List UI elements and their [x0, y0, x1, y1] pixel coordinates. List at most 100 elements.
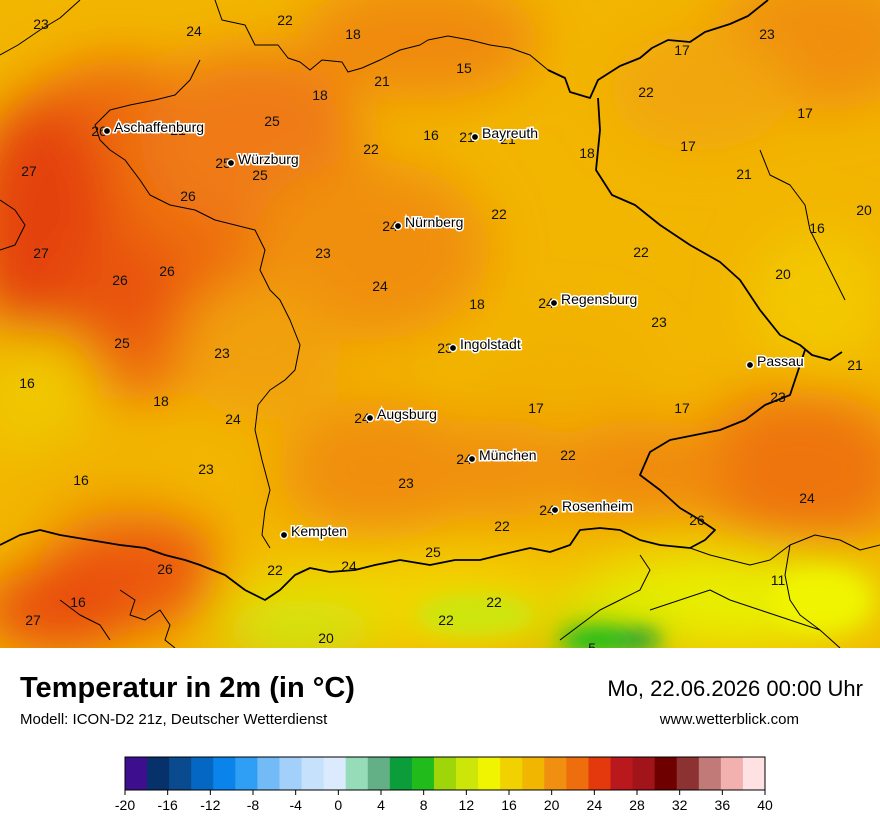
city-dot	[470, 132, 480, 142]
grid-temperature-label: 26	[157, 561, 173, 577]
grid-temperature-label: 26	[112, 272, 128, 288]
grid-temperature-label: 16	[70, 594, 86, 610]
grid-temperature-label: 22	[486, 594, 502, 610]
grid-temperature-label: 22	[491, 206, 507, 222]
city-marker: 24 München	[456, 446, 538, 468]
legend-tick-label: -12	[200, 797, 220, 813]
grid-temperature-label: 23	[214, 345, 230, 361]
city-temperature-label: 24	[539, 502, 555, 518]
grid-temperature-label: 24	[799, 490, 815, 506]
legend-tick-label: 12	[459, 797, 475, 813]
legend-color-swatch	[433, 757, 457, 790]
grid-temperature-label: 26	[159, 263, 175, 279]
city-name-label: Nürnberg	[405, 214, 463, 230]
grid-temperature-label: 17	[674, 42, 690, 58]
grid-temperature-label: 18	[345, 26, 361, 42]
legend-color-swatch	[389, 757, 413, 790]
legend-tick-label: -4	[289, 797, 302, 813]
city-marker: 23 Ingolstadt	[437, 335, 522, 357]
grid-temperature-label: 21	[170, 122, 186, 138]
legend-color-swatch	[235, 757, 258, 790]
city-marker: 24 Regensburg	[538, 290, 639, 312]
legend-tick-label: 40	[757, 797, 773, 813]
grid-temperature-label: 22	[267, 562, 283, 578]
legend-color-swatch	[367, 757, 391, 790]
legend-color-swatch	[279, 757, 303, 790]
grid-temperature-label: 18	[469, 296, 485, 312]
city-dot	[467, 454, 477, 464]
city-name-label: Würzburg	[238, 151, 299, 167]
temperature-map: 23 24 22 18 21 15 17 23 22 17 18 25 21 16 22 21 18 17 21 27…	[0, 0, 880, 648]
city-dot	[550, 505, 560, 515]
grid-temperature-label: 21	[736, 166, 752, 182]
grid-temperature-label: 20	[856, 202, 872, 218]
grid-temperature-label: 17	[797, 105, 813, 121]
legend-tick-label: 32	[672, 797, 688, 813]
grid-temperature-label: 22	[494, 518, 510, 534]
grid-temperature-label: 17	[680, 138, 696, 154]
city-marker: 25 Würzburg	[215, 150, 300, 172]
legend-tick-label: -8	[247, 797, 260, 813]
state-border-west	[214, 0, 549, 73]
legend-tick-label: 16	[501, 797, 517, 813]
website-link[interactable]: www.wetterblick.com	[659, 711, 799, 728]
legend-color-swatch	[588, 757, 612, 790]
city-temperature-label: 24	[354, 410, 370, 426]
legend-tick-label: 8	[420, 797, 428, 813]
grid-temperature-label: 25	[425, 544, 441, 560]
grid-temperature-label: 18	[312, 87, 328, 103]
city-temperature-label: 21	[459, 129, 475, 145]
grid-temperature-label: 18	[153, 393, 169, 409]
legend-color-swatch	[213, 757, 236, 790]
city-name-label: Regensburg	[561, 291, 637, 307]
grid-temperature-label: 24	[341, 558, 357, 574]
grid-temperature-label: 22	[363, 141, 379, 157]
grid-temperature-label: 25	[252, 167, 268, 183]
legend-color-swatch	[191, 757, 214, 790]
legend-color-swatch	[522, 757, 545, 790]
city-dot	[549, 298, 559, 308]
legend-color-swatch	[654, 757, 678, 790]
legend-color-swatch	[610, 757, 634, 790]
city-name-label: Passau	[757, 353, 804, 369]
city-dot	[279, 530, 289, 540]
grid-temperature-label: 22	[638, 84, 654, 100]
grid-temperature-label: 16	[423, 127, 439, 143]
grid-temperature-label: 16	[73, 472, 89, 488]
legend-tick-label: 28	[629, 797, 645, 813]
legend-color-swatch	[676, 757, 700, 790]
grid-temperature-label: 25	[114, 335, 130, 351]
grid-temperature-label: 23	[198, 461, 214, 477]
legend-tick-label: 0	[334, 797, 342, 813]
legend-color-swatch	[301, 757, 325, 790]
grid-temperature-label: 23	[398, 475, 414, 491]
city-dot	[745, 360, 755, 370]
legend-color-swatch	[544, 757, 567, 790]
legend-color-swatch	[147, 757, 170, 790]
grid-temperature-label: 18	[579, 145, 595, 161]
color-legend: -20 -16 -12 -8 -4 0 4 8 12 16 20 24 28 32 36 40	[115, 752, 775, 822]
city-dot	[448, 343, 458, 353]
grid-temperature-label: 23	[759, 26, 775, 42]
grid-temperature-label: 24	[372, 278, 388, 294]
grid-temperature-label: 27	[21, 163, 37, 179]
city-temperature-label: 24	[538, 295, 554, 311]
legend-color-swatch	[566, 757, 589, 790]
legend-color-swatch	[478, 757, 501, 790]
legend-color-swatch	[125, 757, 148, 790]
legend-tick-label: -16	[158, 797, 178, 813]
grid-temperature-label: 15	[456, 60, 472, 76]
legend-color-swatch	[323, 757, 347, 790]
grid-temperature-label: 16	[19, 375, 35, 391]
legend-color-swatch	[698, 757, 722, 790]
city-name-label: Aschaffenburg	[114, 119, 204, 135]
city-name-label: Rosenheim	[562, 498, 633, 514]
city-name-label: Kempten	[291, 523, 347, 539]
grid-temperature-label: 5	[588, 640, 596, 648]
grid-temperature-label: 22	[438, 612, 454, 628]
grid-temperature-label: 25	[264, 113, 280, 129]
national-border-czech	[547, 0, 769, 99]
grid-temperature-label: 27	[25, 612, 41, 628]
city-temperature-label: 26	[91, 123, 107, 139]
legend-tick-label: -20	[115, 797, 135, 813]
